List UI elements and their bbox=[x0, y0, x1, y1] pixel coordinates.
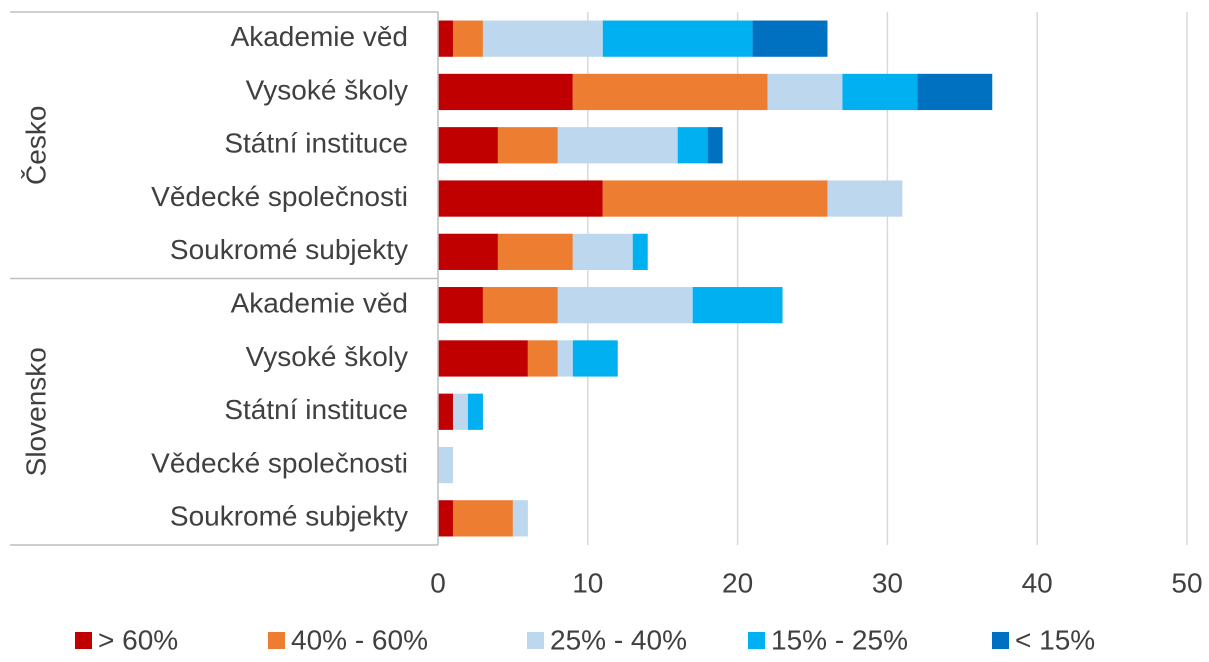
x-tick-label: 30 bbox=[872, 567, 903, 598]
x-tick-label: 40 bbox=[1022, 567, 1053, 598]
x-tick-label: 50 bbox=[1171, 567, 1202, 598]
legend-swatch bbox=[527, 632, 544, 649]
category-label: Vysoké školy bbox=[246, 74, 408, 105]
bar-segment bbox=[452, 393, 468, 430]
bar-segment bbox=[557, 127, 678, 164]
category-label: Vysoké školy bbox=[246, 341, 408, 372]
bar-segment bbox=[438, 500, 453, 537]
bar-segment bbox=[827, 180, 903, 217]
bar-segment bbox=[572, 233, 633, 270]
bar-segment bbox=[438, 446, 453, 484]
legend-swatch bbox=[748, 632, 765, 649]
bar-segment bbox=[602, 20, 753, 57]
category-label: Akademie věd bbox=[231, 21, 408, 52]
bar-segment bbox=[557, 287, 693, 324]
x-tick-label: 20 bbox=[722, 567, 753, 598]
group-label: Slovensko bbox=[20, 347, 51, 476]
bar-segment bbox=[557, 340, 573, 377]
category-label: Soukromé subjekty bbox=[170, 234, 408, 265]
bar-segment bbox=[452, 20, 483, 57]
bar-segment bbox=[452, 500, 513, 537]
bar-segment bbox=[438, 20, 453, 57]
bar-segment bbox=[917, 73, 993, 111]
bar-segment bbox=[512, 500, 528, 537]
bar-segment bbox=[482, 287, 558, 324]
category-label: Státní instituce bbox=[224, 128, 408, 159]
x-tick-label: 0 bbox=[430, 567, 446, 598]
legend-label: < 15% bbox=[1015, 624, 1095, 655]
legend-label: > 60% bbox=[98, 624, 178, 655]
bar-segment bbox=[527, 340, 558, 377]
legend-swatch bbox=[268, 632, 285, 649]
bar-segment bbox=[438, 127, 498, 164]
bar-segment bbox=[677, 127, 708, 164]
legend-swatch bbox=[992, 632, 1009, 649]
bar-segment bbox=[438, 340, 528, 377]
bar-segment bbox=[632, 233, 648, 270]
bar-segment bbox=[438, 287, 483, 324]
category-label: Státní instituce bbox=[224, 394, 408, 425]
x-tick-label: 10 bbox=[572, 567, 603, 598]
bar-segment bbox=[707, 127, 723, 164]
bar-segment bbox=[767, 73, 843, 111]
bar-segment bbox=[692, 287, 783, 324]
category-label: Vědecké společnosti bbox=[151, 181, 408, 212]
bar-segment bbox=[438, 180, 603, 217]
bar-segment bbox=[572, 73, 768, 111]
bar-segment bbox=[602, 180, 828, 217]
category-label: Akademie věd bbox=[231, 288, 408, 319]
bar-segment bbox=[482, 20, 603, 57]
bar-segment bbox=[438, 393, 453, 430]
bar-segment bbox=[497, 127, 558, 164]
bar-segment bbox=[497, 233, 573, 270]
legend-label: 25% - 40% bbox=[550, 624, 687, 655]
legend-label: 15% - 25% bbox=[771, 624, 908, 655]
bar-segment bbox=[438, 233, 498, 270]
legend-swatch bbox=[75, 632, 92, 649]
bar-segment bbox=[572, 340, 618, 377]
bar-segment bbox=[438, 73, 573, 111]
bar-segment bbox=[752, 20, 828, 57]
category-label: Soukromé subjekty bbox=[170, 501, 408, 532]
group-label: Česko bbox=[20, 106, 51, 185]
legend-label: 40% - 60% bbox=[291, 624, 428, 655]
bar-segment bbox=[842, 73, 918, 111]
bar-segment bbox=[467, 393, 483, 430]
category-label: Vědecké společnosti bbox=[151, 447, 408, 478]
